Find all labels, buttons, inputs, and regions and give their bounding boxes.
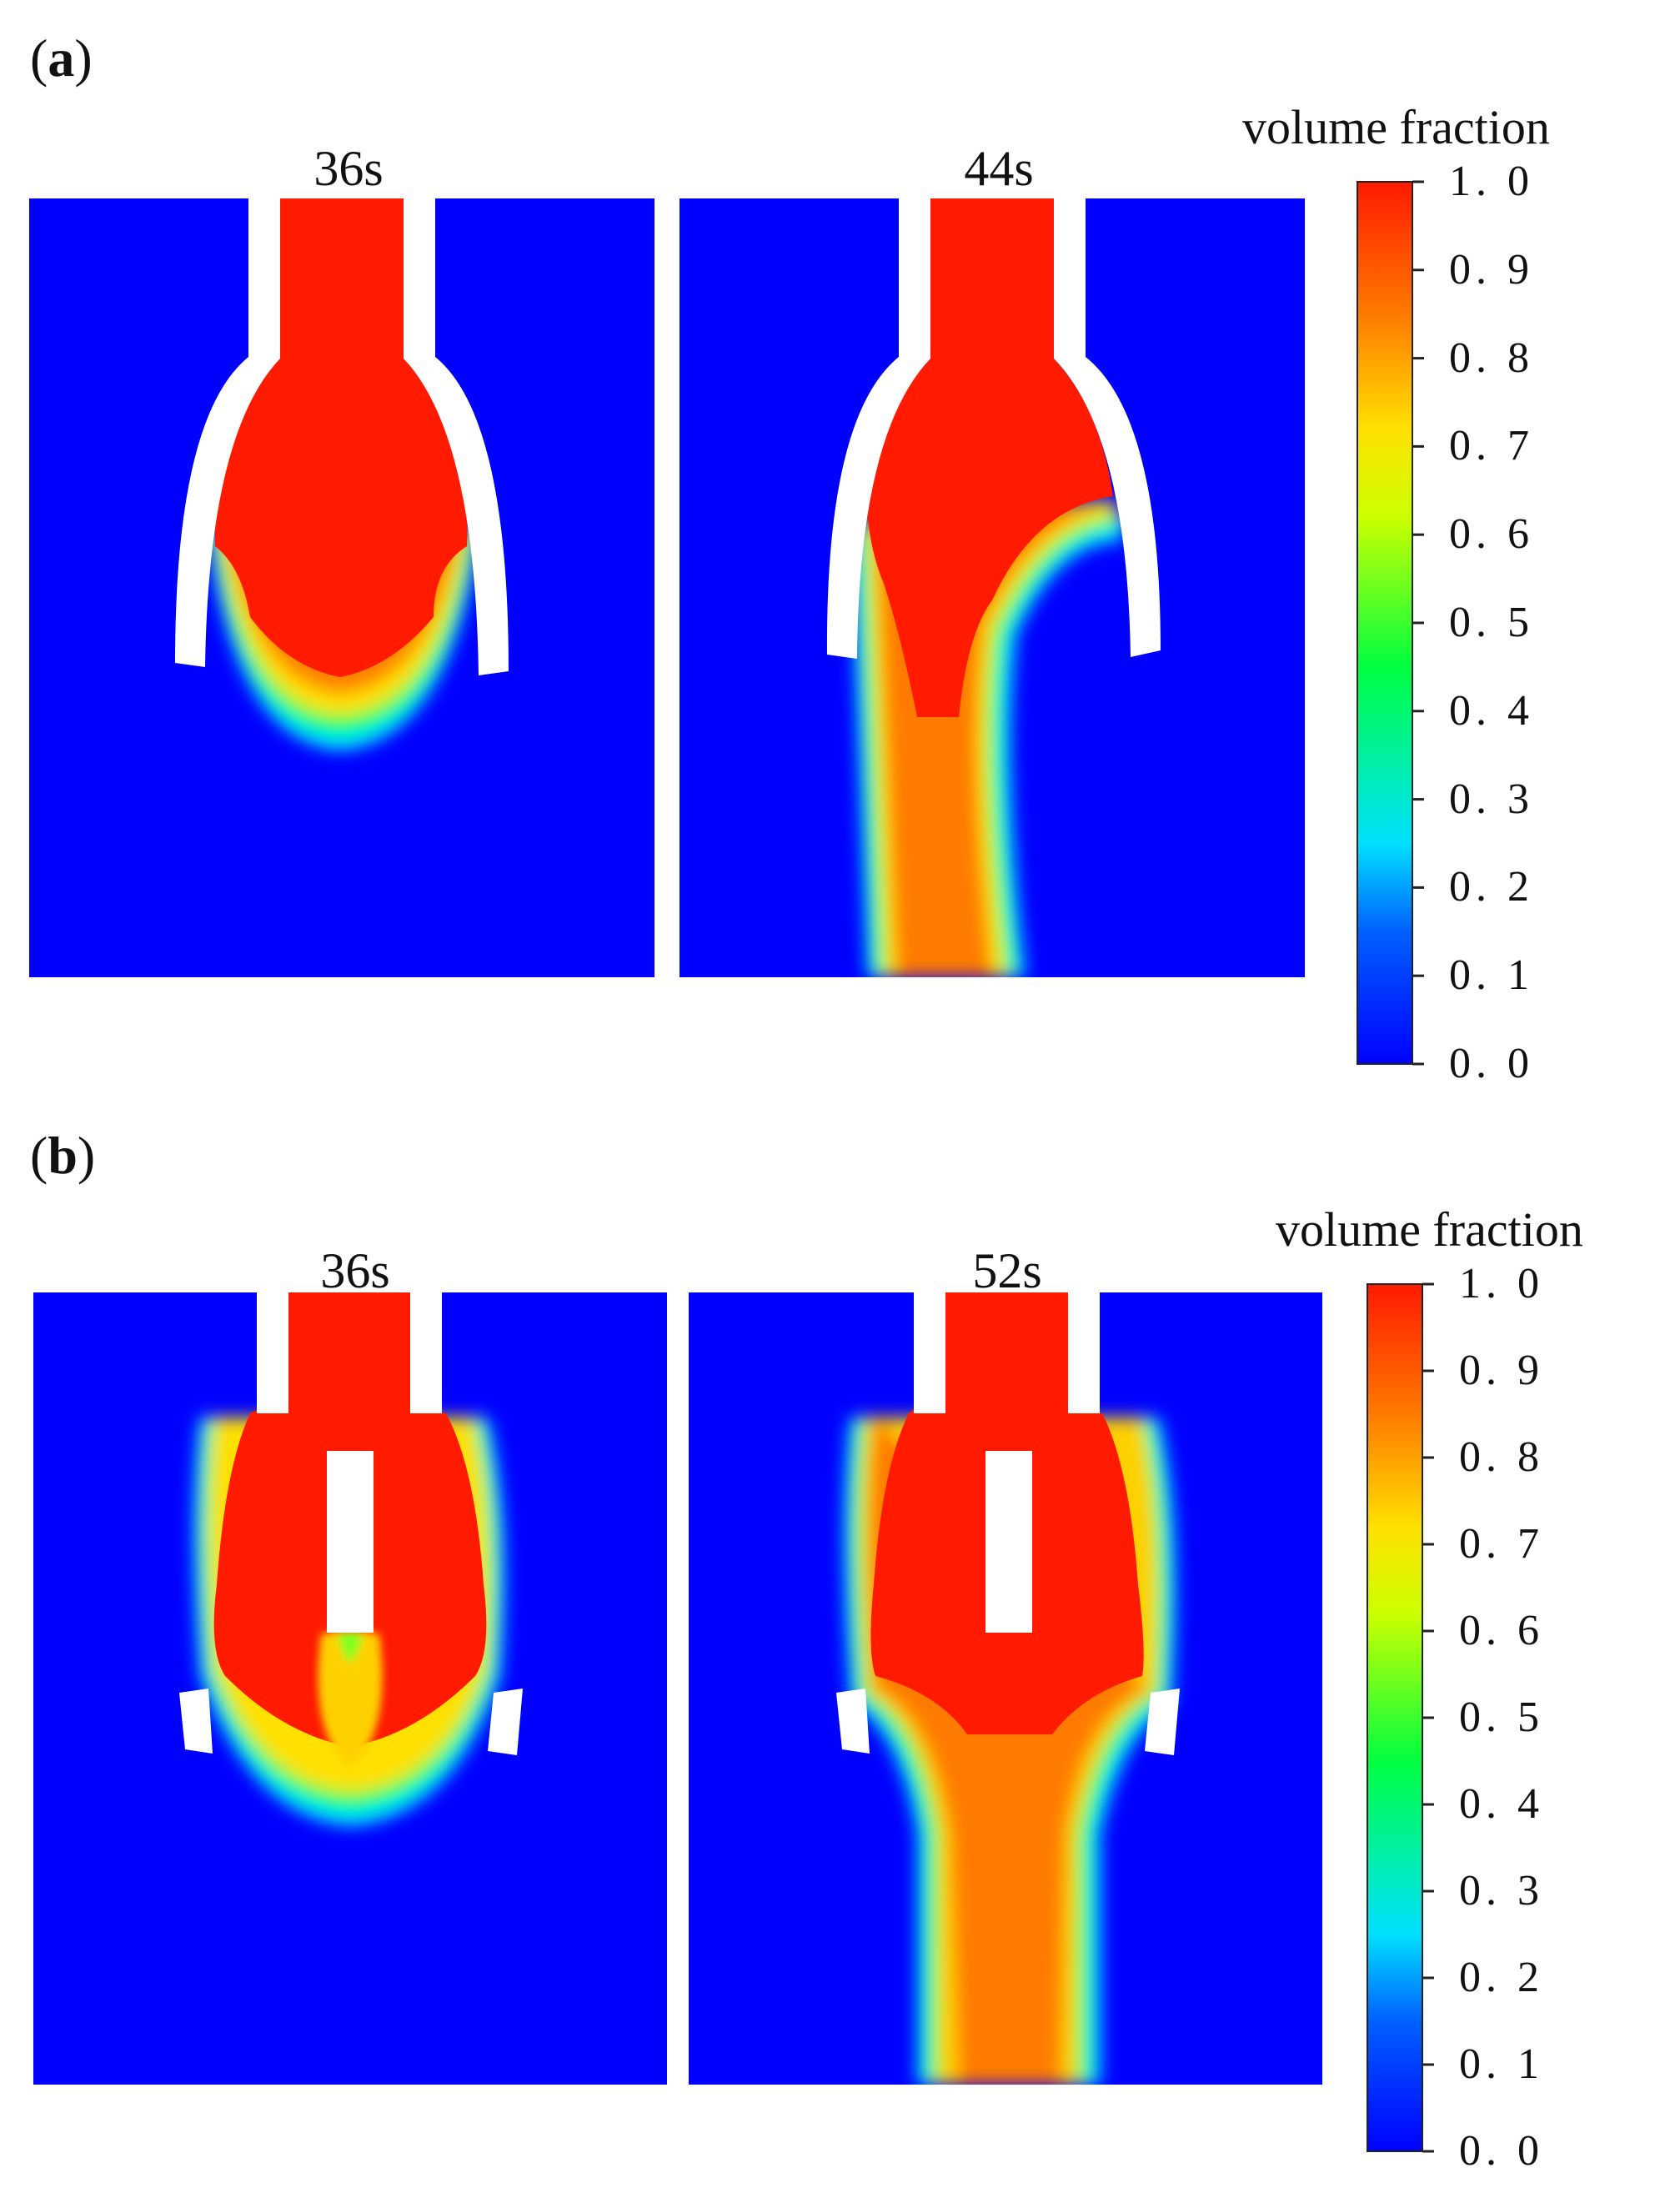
colorbar-tick-label: 0. 2	[1449, 863, 1534, 911]
colorbar-tick-label: 0. 4	[1459, 1780, 1544, 1828]
colorbar-tick-label: 0. 5	[1459, 1694, 1544, 1741]
contour-plot-a1	[29, 198, 654, 977]
colorbar-title-b: volume fraction	[1276, 1202, 1583, 1257]
colorbar-tick-label: 0. 0	[1459, 2127, 1544, 2175]
snapshot-time-b2: 52s	[972, 1243, 1042, 1298]
colorbar-tick-label: 0. 6	[1459, 1607, 1544, 1654]
panel-letter-a: (a)	[30, 28, 93, 88]
panel-letter-b: (b)	[30, 1126, 96, 1185]
colorbar-tick-label: 0. 8	[1459, 1433, 1544, 1481]
snapshot-time-a1: 36s	[313, 141, 384, 196]
colorbar-a	[1357, 180, 1424, 1066]
colorbar-tick-label: 0. 2	[1459, 1954, 1544, 2001]
colorbar-tick-label: 0. 4	[1449, 686, 1534, 735]
colorbar-tick-label: 1. 0	[1449, 158, 1534, 205]
contour-plot-b2	[689, 1292, 1322, 2085]
contour-plot-a2	[680, 198, 1305, 977]
colorbar-tick-label: 0. 8	[1449, 334, 1534, 382]
colorbar-title-a: volume fraction	[1242, 100, 1550, 154]
colorbar-tick-label: 0. 6	[1449, 510, 1534, 559]
colorbar-tick-label: 0. 9	[1459, 1347, 1544, 1394]
colorbar-tick-label: 0. 1	[1459, 2040, 1544, 2088]
colorbar-tick-label: 0. 0	[1449, 1040, 1534, 1087]
snapshot-time-b1: 36s	[320, 1243, 390, 1298]
colorbar-tick-label: 1. 0	[1459, 1260, 1544, 1307]
contour-plot-b1	[33, 1292, 667, 2085]
colorbar-tick-label: 0. 7	[1449, 422, 1534, 470]
colorbar-tick-label: 0. 3	[1459, 1867, 1544, 1914]
colorbar-tick-label: 0. 1	[1449, 951, 1534, 1000]
colorbar-tick-label: 0. 3	[1449, 775, 1534, 823]
colorbar-tick-label: 0. 7	[1459, 1520, 1544, 1568]
snapshot-time-a2: 44s	[964, 141, 1034, 196]
colorbar-b	[1367, 1282, 1434, 2153]
colorbar-tick-label: 0. 9	[1449, 245, 1534, 294]
colorbar-tick-label: 0. 5	[1449, 599, 1534, 646]
